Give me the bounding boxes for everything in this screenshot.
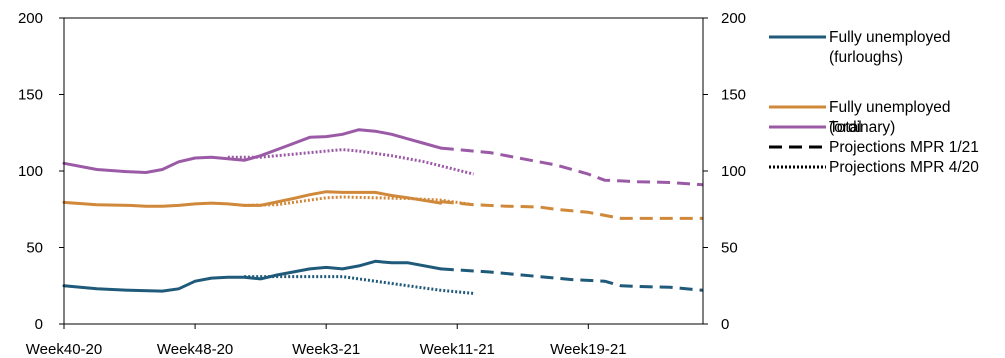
y-tick-label-left: 0 (35, 316, 43, 333)
axes: 0 0 50 50 100 100 150 150 200 200 Week40-20 Week48-… (18, 10, 746, 358)
x-tick-label: Week40-20 (26, 341, 102, 358)
legend-label: Fully unemployed (ordinary) (829, 99, 950, 136)
legend: Fully unemployed (furloughs) Fully unemplo… (769, 29, 979, 176)
legend-label: Projections MPR 4/20 (829, 159, 979, 176)
legend-label: Total (829, 119, 862, 136)
y-tick-label-left: 150 (18, 87, 43, 104)
x-tick-label: Week3-21 (292, 341, 360, 358)
x-tick-label: Week11-21 (420, 341, 495, 358)
y-tick-label-right: 100 (721, 163, 746, 180)
series-line-ordinary_mpr121 (440, 200, 703, 220)
x-tick-label: Week48-20 (157, 341, 233, 358)
y-tick-label-right: 50 (721, 240, 738, 257)
y-tick-label-right: 200 (721, 10, 746, 27)
legend-label: Fully unemployed (furloughs) (829, 29, 950, 66)
legend-label: Projections MPR 1/21 (829, 139, 979, 156)
plot-area (62, 128, 704, 295)
series-line-furlough_mpr420 (244, 275, 474, 295)
series-line-furlough_actual (62, 259, 443, 293)
series-line-total_mpr121 (440, 146, 704, 187)
x-tick-label: Week19-21 (550, 341, 626, 358)
y-tick-label-left: 50 (26, 240, 43, 257)
series-line-furlough_mpr121 (440, 267, 704, 292)
y-tick-label-right: 0 (721, 316, 729, 333)
y-tick-label-right: 150 (721, 87, 746, 104)
y-tick-label-left: 100 (18, 163, 43, 180)
series-line-total_actual (62, 128, 443, 174)
y-tick-label-left: 200 (18, 10, 43, 27)
